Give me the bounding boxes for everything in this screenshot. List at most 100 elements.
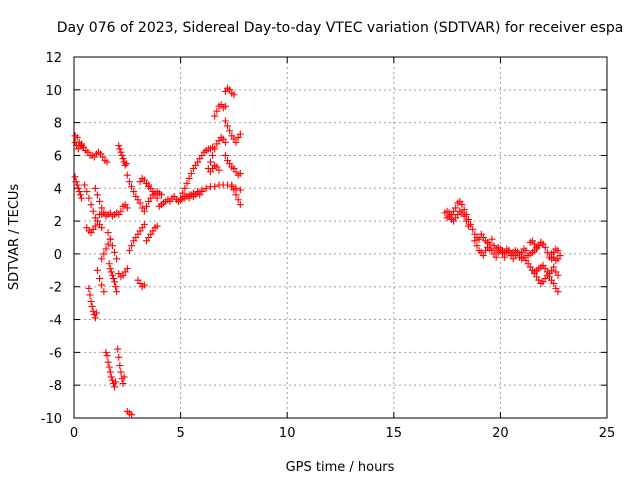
data-point: [108, 271, 116, 279]
data-point: [479, 252, 487, 260]
data-point: [74, 184, 82, 192]
data-point: [539, 240, 547, 248]
data-point: [211, 112, 219, 120]
y-tick-label: 4: [54, 182, 62, 197]
x-tick-label: 20: [492, 426, 509, 441]
data-point: [505, 247, 513, 255]
data-point: [189, 189, 197, 197]
data-point: [77, 194, 85, 202]
data-point: [89, 307, 97, 315]
data-point: [226, 127, 234, 135]
series-arc-35: [206, 161, 223, 176]
data-point: [556, 252, 564, 260]
data-point: [106, 368, 114, 376]
data-point: [125, 178, 133, 186]
data-point: [185, 191, 193, 199]
y-tick-label: 12: [45, 51, 62, 66]
data-point: [462, 217, 470, 225]
data-point: [76, 142, 84, 150]
data-point: [108, 376, 116, 384]
y-tick-label: -4: [49, 314, 62, 329]
data-point: [224, 122, 232, 130]
data-point: [458, 201, 466, 209]
data-point: [194, 188, 202, 196]
data-point: [211, 183, 219, 191]
series-arc-15: [115, 265, 131, 281]
data-point: [112, 283, 120, 291]
data-point: [142, 202, 150, 210]
x-tick-label: 15: [386, 426, 403, 441]
data-point: [221, 151, 229, 159]
y-axis-label: SDTVAR / TECUs: [7, 184, 22, 291]
data-point: [236, 130, 244, 138]
plot-frame: [73, 56, 608, 419]
data-point: [112, 378, 120, 386]
data-point: [91, 222, 99, 230]
series-arc-14: [114, 345, 128, 388]
data-point: [469, 225, 477, 233]
data-point: [153, 194, 161, 202]
data-point: [228, 181, 236, 189]
x-tick-label: 5: [176, 426, 184, 441]
x-tick-label: 0: [70, 426, 78, 441]
y-tick-label: -8: [49, 379, 62, 394]
data-point: [140, 220, 148, 228]
series-arc-16: [115, 201, 131, 219]
data-point: [79, 143, 87, 151]
data-point: [92, 309, 100, 317]
data-point: [113, 255, 121, 263]
data-point: [111, 383, 119, 391]
data-point: [121, 161, 129, 169]
data-point: [83, 188, 91, 196]
series-arc-04: [81, 181, 106, 232]
data-point: [501, 253, 509, 261]
data-point: [236, 170, 244, 178]
data-point: [76, 191, 84, 199]
series-arc-20: [123, 407, 136, 419]
data-point: [96, 275, 104, 283]
series-arc-37: [443, 207, 472, 230]
data-point: [98, 281, 106, 289]
data-point: [221, 138, 229, 146]
data-point: [73, 181, 81, 189]
data-point: [74, 145, 82, 153]
data-point: [128, 411, 136, 419]
series-arc-08: [93, 266, 108, 296]
series-arc-02: [71, 138, 87, 153]
data-point: [87, 201, 95, 209]
series-arc-34: [228, 181, 244, 209]
data-point: [105, 363, 113, 371]
data-point: [209, 151, 217, 159]
series-arc-42: [526, 237, 547, 251]
data-point: [75, 188, 83, 196]
data-point: [91, 314, 99, 322]
data-point: [103, 352, 111, 360]
data-point: [198, 186, 206, 194]
data-point: [118, 151, 126, 159]
data-point: [157, 191, 165, 199]
data-point: [153, 222, 161, 230]
series-arc-05: [83, 222, 99, 237]
data-point: [522, 247, 530, 255]
data-point: [183, 179, 191, 187]
data-point: [100, 288, 108, 296]
data-point: [120, 373, 128, 381]
data-point: [140, 281, 148, 289]
data-point: [98, 224, 106, 232]
data-point: [128, 242, 136, 250]
y-tick-label: 10: [45, 84, 62, 99]
data-point: [122, 160, 130, 168]
series-arc-30: [211, 101, 229, 120]
data-point: [206, 158, 214, 166]
data-point: [185, 174, 193, 182]
data-point: [108, 242, 116, 250]
series-arc-13: [104, 229, 121, 263]
data-point: [554, 247, 562, 255]
data-point: [213, 107, 221, 115]
data-point: [105, 260, 113, 268]
data-point: [93, 266, 101, 274]
data-point: [117, 148, 125, 156]
y-tick-label: -6: [49, 346, 62, 361]
data-point: [85, 194, 93, 202]
data-point: [104, 229, 112, 237]
